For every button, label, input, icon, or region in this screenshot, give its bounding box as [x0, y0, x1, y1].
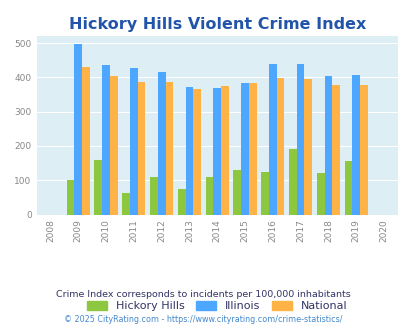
Bar — [296, 64, 304, 214]
Bar — [233, 170, 241, 215]
Bar — [276, 79, 284, 214]
Bar — [157, 72, 165, 214]
Bar — [288, 149, 296, 214]
Bar — [122, 193, 130, 214]
Bar — [185, 87, 193, 214]
Bar — [221, 86, 228, 214]
Bar — [241, 83, 248, 214]
Bar — [304, 80, 311, 214]
Text: Crime Index corresponds to incidents per 100,000 inhabitants: Crime Index corresponds to incidents per… — [55, 290, 350, 299]
Bar — [102, 65, 110, 214]
Legend: Hickory Hills, Illinois, National: Hickory Hills, Illinois, National — [83, 297, 351, 316]
Bar — [359, 84, 367, 214]
Bar — [149, 177, 157, 215]
Bar — [94, 160, 102, 214]
Bar — [193, 89, 200, 214]
Bar — [165, 82, 173, 214]
Bar — [66, 180, 74, 214]
Bar — [316, 173, 324, 214]
Text: © 2025 CityRating.com - https://www.cityrating.com/crime-statistics/: © 2025 CityRating.com - https://www.city… — [64, 315, 341, 324]
Bar — [130, 68, 137, 214]
Bar — [324, 76, 331, 214]
Bar — [352, 75, 359, 214]
Bar — [248, 83, 256, 214]
Title: Hickory Hills Violent Crime Index: Hickory Hills Violent Crime Index — [68, 17, 365, 32]
Bar — [74, 44, 82, 214]
Bar — [110, 76, 117, 214]
Bar — [268, 64, 276, 214]
Bar — [344, 161, 352, 214]
Bar — [205, 177, 213, 215]
Bar — [82, 67, 90, 214]
Bar — [137, 82, 145, 214]
Bar — [331, 84, 339, 214]
Bar — [260, 172, 268, 215]
Bar — [177, 189, 185, 214]
Bar — [213, 88, 221, 214]
